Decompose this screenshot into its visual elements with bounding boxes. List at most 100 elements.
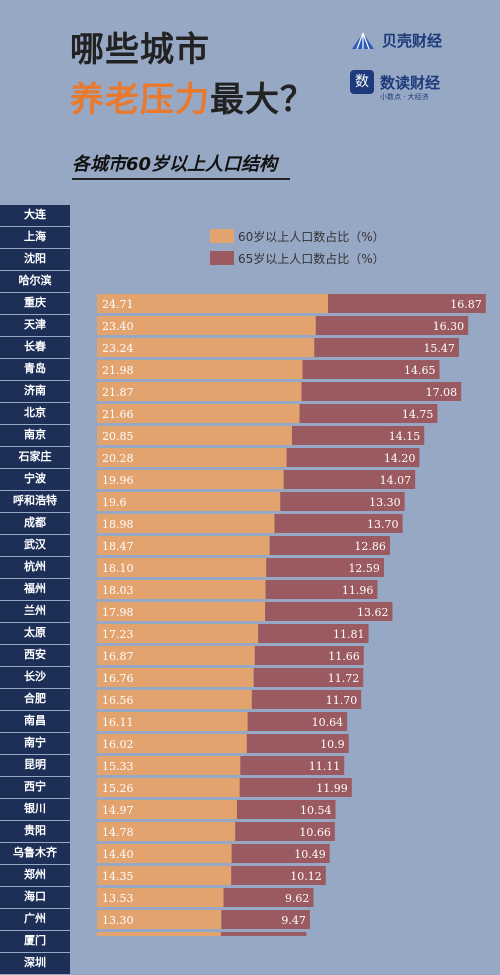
bar-sixty [97,338,315,357]
bar-label-sixtyfive: 13.70 [367,518,399,531]
city-label: 宁波 [0,469,70,490]
city-label: 哈尔滨 [0,271,70,292]
bar-sixtyfive [280,492,405,511]
city-label: 天津 [0,315,70,336]
bar-label-sixtyfive: 10.54 [300,804,332,817]
city-label: 武汉 [0,535,70,556]
bar-sixtyfive [274,514,403,533]
city-label: 昆明 [0,755,70,776]
bar-sixtyfive [253,668,364,687]
bar-label-sixty: 18.10 [102,562,134,575]
bar-sixtyfive [269,536,390,555]
bar-sixty [97,822,236,841]
bar-sixtyfive [299,404,438,423]
bar-label-sixty: 21.87 [102,386,134,399]
bar-label-sixtyfive: 14.75 [402,408,434,421]
bar-label-sixty: 16.56 [102,694,134,707]
bar-sixtyfive [283,470,416,489]
bar-label-sixtyfive: 12.59 [348,562,380,575]
bar-label-sixty: 16.02 [102,738,134,751]
bar-sixty [97,668,254,687]
bar-sixtyfive [231,866,326,885]
bar-label-sixtyfive: 10.12 [290,870,322,883]
title-rest: 最大？ [210,80,315,120]
bar-sixtyfive [265,602,393,621]
bar-label-sixty: 15.26 [102,782,134,795]
city-label: 北京 [0,403,70,424]
bar-label-sixtyfive: 14.65 [404,364,436,377]
city-label: 长春 [0,337,70,358]
bar-sixty [97,360,303,379]
bar-label-sixty: 13.30 [102,914,134,927]
bar-label-sixty: 18.03 [102,584,134,597]
bar-sixtyfive [240,756,345,775]
city-label: 济南 [0,381,70,402]
bar-label-sixtyfive: 11.70 [326,694,358,707]
title-highlight: 养老压力 [70,80,210,120]
bar-sixty [97,514,275,533]
legend-label-sixtyfive: 65岁以上人口数占比（%） [238,251,385,266]
bar-chart: 24.71 16.87 23.40 16.30 23.24 15.47 21.98 14.65… [97,294,486,936]
bar-label-sixty: 24.71 [102,298,134,311]
bar-sixtyfive [220,932,307,936]
bar-sixtyfive [231,844,330,863]
city-label: 重庆 [0,293,70,314]
bar-sixtyfive [251,690,362,709]
bar-label-sixtyfive: 10.64 [312,716,344,729]
bar-sixty [97,426,292,445]
bar-sixty [97,910,222,929]
bar-sixtyfive [254,646,364,665]
city-label: 南京 [0,425,70,446]
city-label: 上海 [0,227,70,248]
bar-label-sixtyfive: 17.08 [426,386,458,399]
legend-label-sixty: 60岁以上人口数占比（%） [238,229,385,244]
city-label: 青岛 [0,359,70,380]
page-title-line1: 哪些城市 [70,30,210,70]
bar-sixtyfive [236,800,336,819]
bar-sixty [97,646,255,665]
city-label: 合肥 [0,689,70,710]
bar-label-sixtyfive: 16.87 [450,298,482,311]
bar-label-sixty: 20.28 [102,452,134,465]
city-label: 郑州 [0,865,70,886]
bar-label-sixtyfive: 10.66 [299,826,331,839]
bar-label-sixty: 13.53 [102,892,134,905]
bar-sixty [97,558,267,577]
bar-label-sixtyfive: 11.81 [333,628,365,641]
bar-label-sixty: 17.23 [102,628,134,641]
bar-sixtyfive [223,888,314,907]
city-label: 海口 [0,887,70,908]
city-label: 太原 [0,623,70,644]
city-label: 石家庄 [0,447,70,468]
city-label: 西宁 [0,777,70,798]
bar-sixtyfive [315,316,469,335]
bar-label-sixtyfive: 11.99 [316,782,348,795]
bar-label-sixtyfive: 11.11 [309,760,341,773]
bar-label-sixtyfive: 9.47 [281,914,306,927]
bar-label-sixtyfive: 11.66 [328,650,360,663]
legend-item-sixtyfive: 65岁以上人口数占比（%） [210,247,385,269]
bar-sixty [97,778,240,797]
city-label: 呼和浩特 [0,491,70,512]
city-label: 兰州 [0,601,70,622]
bar-label-sixty: 15.33 [102,760,134,773]
shell-icon [352,32,374,49]
bar-sixtyfive [291,426,425,445]
bar-label-sixty: 19.6 [102,496,127,509]
bar-sixty [97,800,237,819]
bar-label-sixty: 14.78 [102,826,134,839]
bar-label-sixty: 21.98 [102,364,134,377]
bar-sixty [97,580,266,599]
city-label: 广州 [0,909,70,930]
bar-sixty [97,294,329,313]
city-label: 西安 [0,645,70,666]
legend-swatch-sixtyfive [210,251,234,265]
bar-sixty [97,404,300,423]
logo2-subtext: 小数点 · 大经济 [380,93,429,101]
shudu-logo: 数 数读财经 小数点 · 大经济 [350,70,440,101]
bar-sixtyfive [247,712,348,731]
bar-label-sixtyfive: 11.96 [342,584,374,597]
city-label: 福州 [0,579,70,600]
bar-sixtyfive [302,360,440,379]
bar-label-sixtyfive: 14.07 [380,474,412,487]
